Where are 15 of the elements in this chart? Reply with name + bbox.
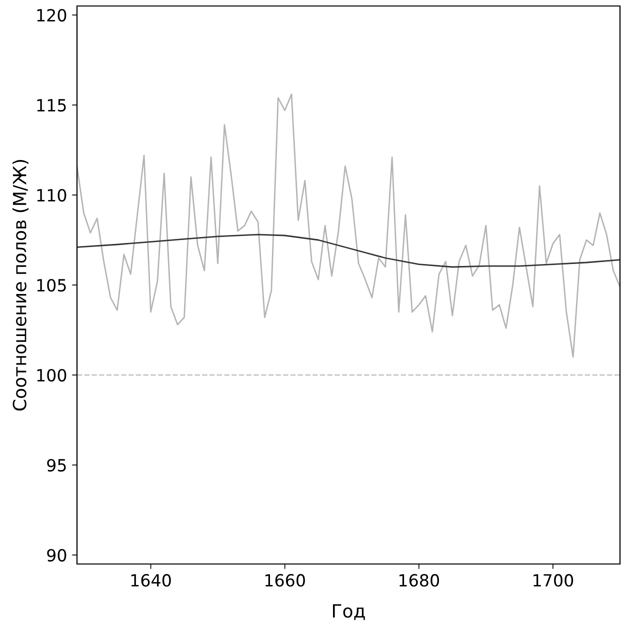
x-tick-label: 1680: [400, 574, 439, 587]
x-tick-label: 1660: [265, 574, 305, 587]
y-tick-label: 95: [47, 458, 66, 472]
y-tick-label: 110: [37, 188, 66, 202]
y-tick-label: 120: [37, 8, 66, 22]
x-tick-label: 1640: [131, 574, 171, 587]
line-series: [77, 234, 620, 268]
y-tick-label: 115: [37, 99, 66, 112]
x-tick-label: 1700: [534, 574, 574, 587]
y-tick-label: 90: [47, 548, 66, 562]
x-axis-title: Год: [333, 604, 365, 620]
line-series: [77, 94, 620, 358]
y-axis-title: Соотношение полов (М/Ж): [12, 160, 29, 411]
y-tick-label: 100: [37, 368, 66, 382]
y-tick-label: 105: [37, 278, 66, 292]
